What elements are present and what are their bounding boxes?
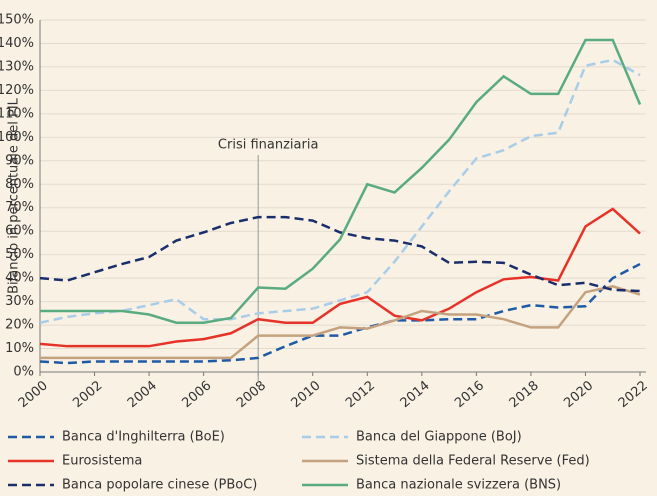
- x-tick-label: 2012: [343, 378, 378, 411]
- y-tick-label: 150%: [0, 13, 34, 28]
- y-tick-label: 60%: [5, 224, 34, 239]
- series-line: [39, 215, 641, 293]
- series-line: [40, 38, 642, 324]
- series-line: [39, 262, 641, 365]
- y-tick-label: 70%: [5, 200, 34, 215]
- x-tick-label: 2018: [507, 378, 542, 411]
- x-tick-label: 2002: [70, 378, 105, 411]
- annotation-text: Crisi finanziaria: [218, 138, 319, 153]
- y-tick-label: 40%: [5, 271, 34, 286]
- x-tick-label: 2016: [452, 378, 487, 411]
- x-tick-label: 2004: [125, 378, 160, 411]
- y-tick-label: 20%: [5, 318, 34, 333]
- x-tick-label: 2010: [289, 378, 324, 411]
- legend-label: Banca d'Inghilterra (BoE): [62, 430, 225, 445]
- y-tick-label: 50%: [5, 247, 34, 262]
- y-tick-label: 90%: [5, 153, 34, 168]
- x-tick-label: 2006: [179, 378, 214, 411]
- legend-label: Banca nazionale svizzera (BNS): [356, 478, 561, 493]
- series-line: [40, 285, 641, 360]
- x-tick-label: 2022: [616, 378, 651, 411]
- x-tick-label: 2020: [561, 378, 596, 411]
- legend-label: Banca popolare cinese (PBoC): [62, 478, 257, 493]
- y-tick-label: 30%: [5, 294, 34, 309]
- y-tick-label: 10%: [5, 341, 34, 356]
- legend-label: Sistema della Federal Reserve (Fed): [356, 454, 590, 469]
- y-tick-label: 120%: [0, 83, 34, 98]
- y-tick-label: 140%: [0, 36, 34, 51]
- y-axis-label: Bilancio in percentuale del PIL: [7, 97, 22, 294]
- series-line: [39, 207, 641, 348]
- legend-label: Eurosistema: [62, 454, 142, 469]
- x-tick-label: 2014: [398, 378, 433, 411]
- y-tick-label: 80%: [5, 177, 34, 192]
- y-tick-label: 130%: [0, 59, 34, 74]
- y-tick-label: 100%: [0, 130, 34, 145]
- series-line: [39, 58, 641, 324]
- y-tick-label: 110%: [0, 106, 34, 121]
- legend-label: Banca del Giappone (BoJ): [356, 430, 522, 445]
- x-tick-label: 2008: [234, 378, 269, 411]
- x-tick-label: 2000: [16, 378, 51, 411]
- y-tick-label: 0%: [13, 365, 34, 380]
